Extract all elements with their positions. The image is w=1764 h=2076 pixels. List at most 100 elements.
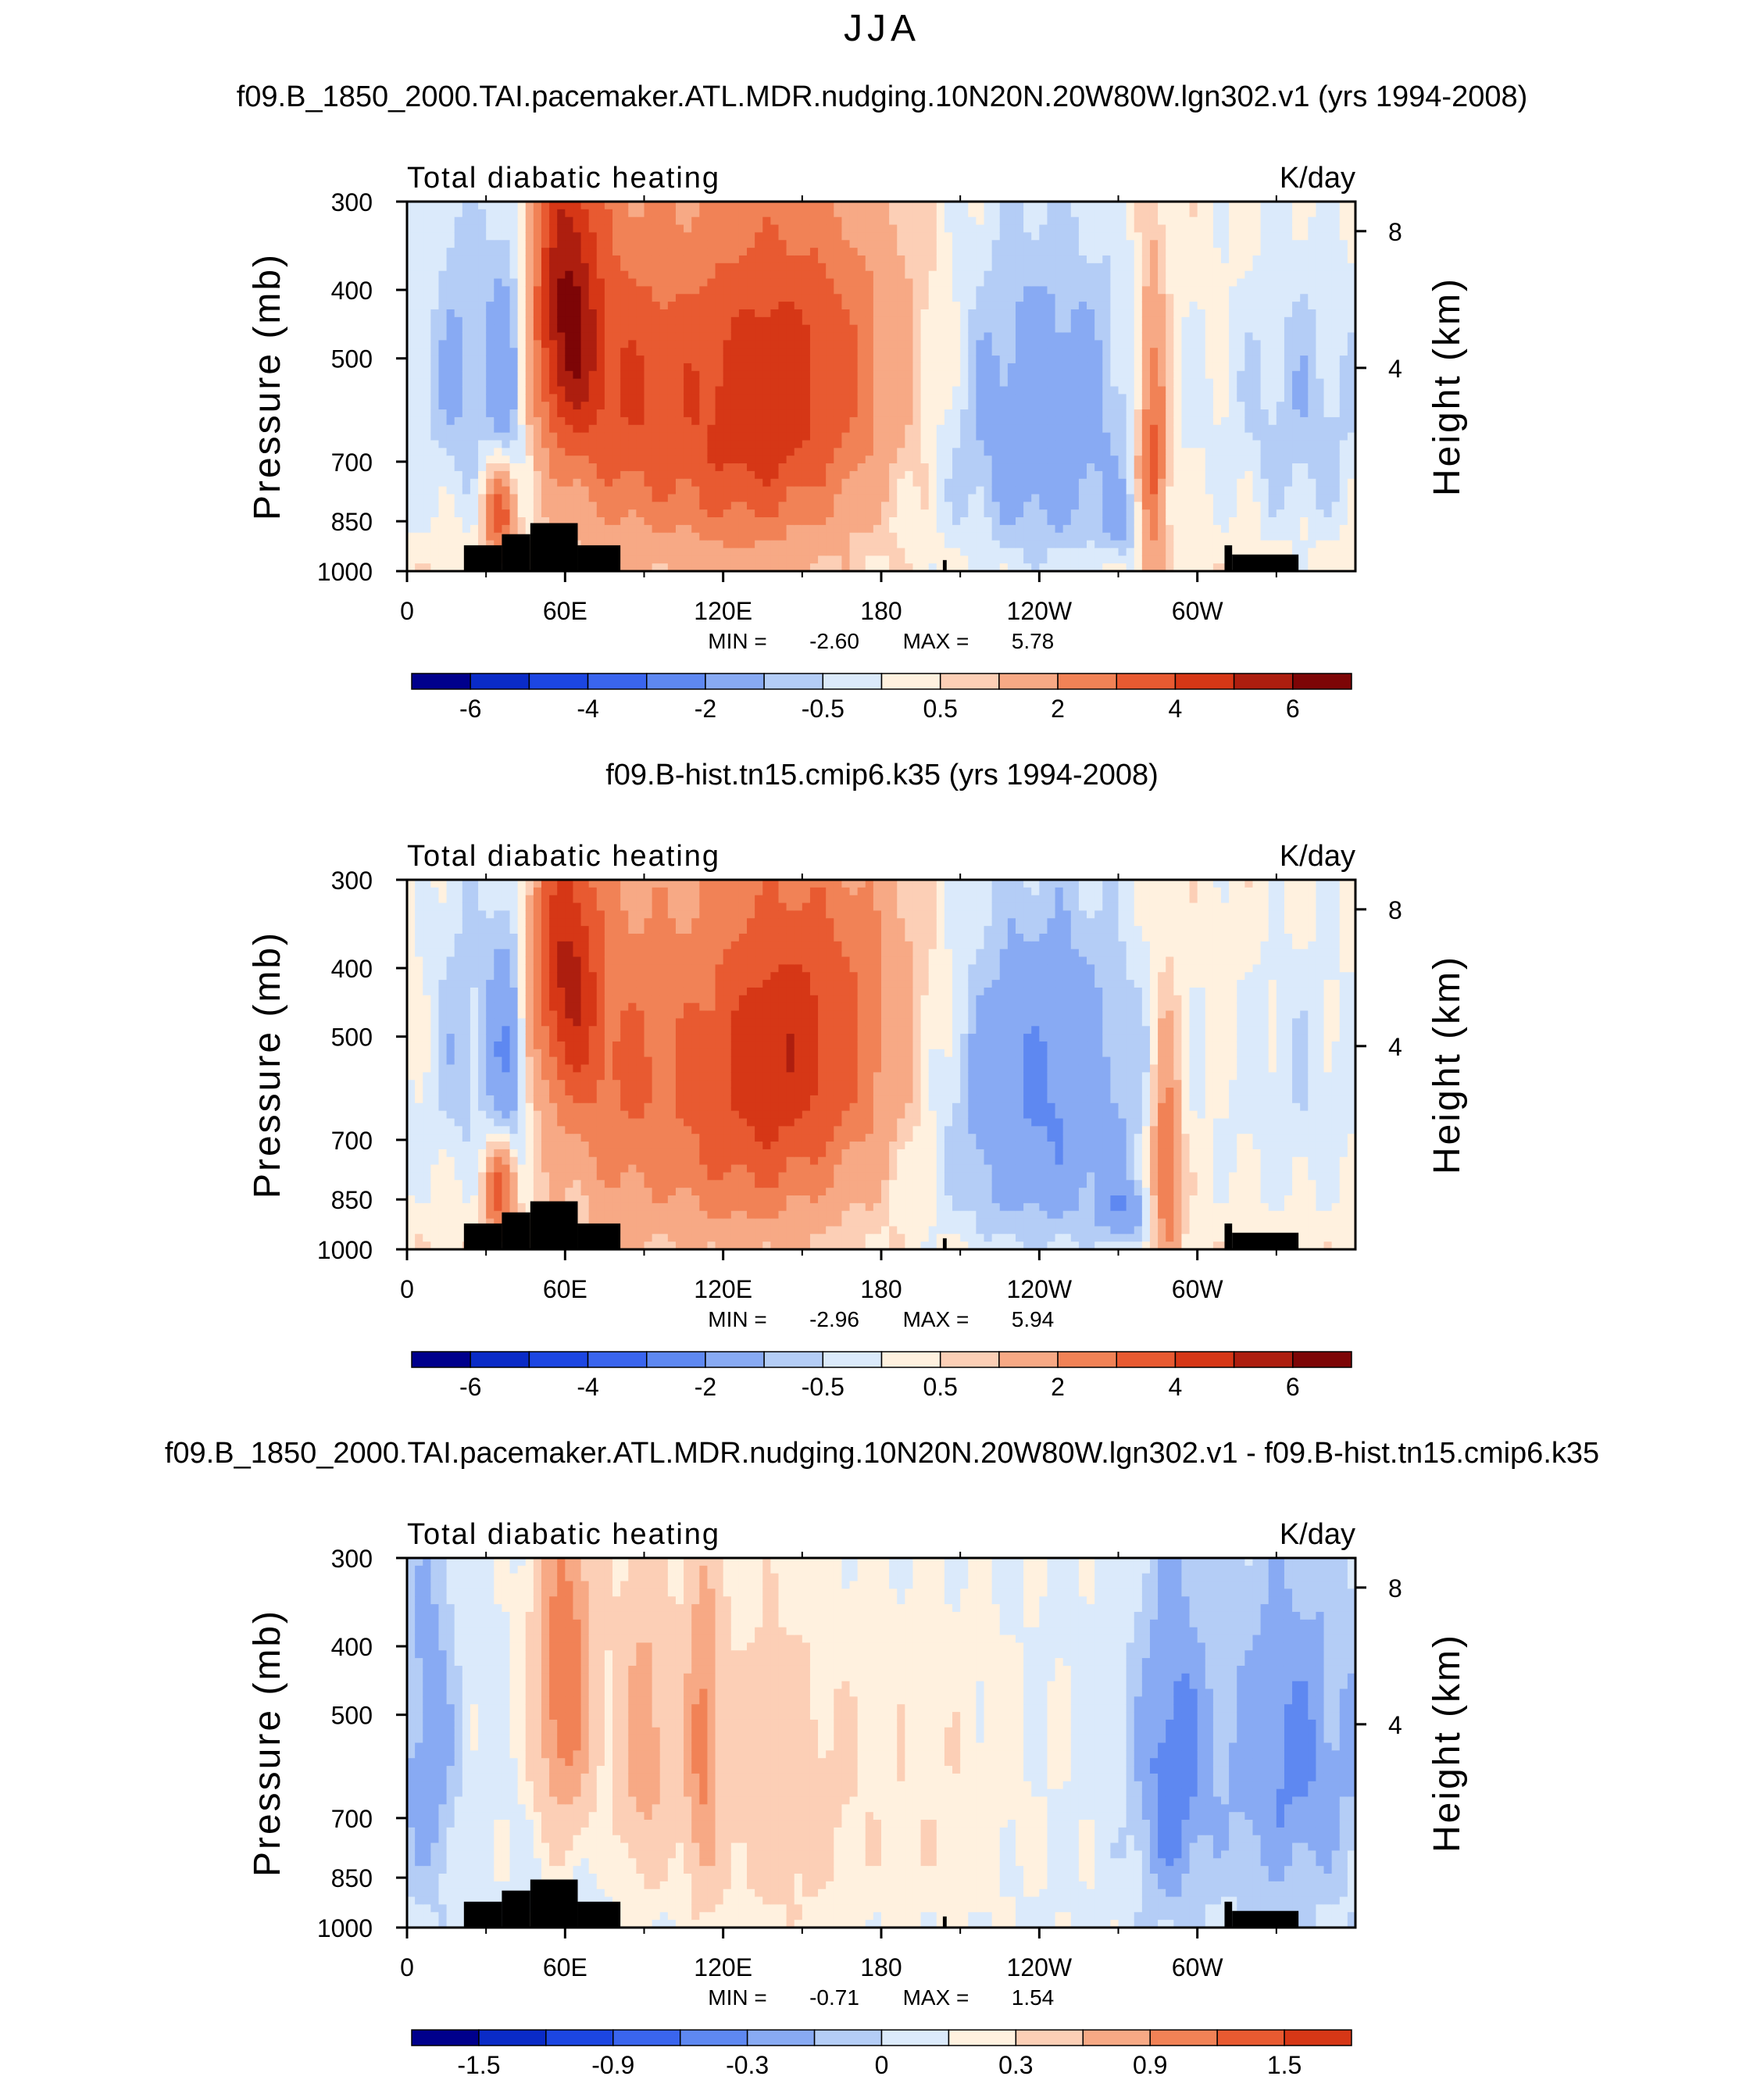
heatmap-cell [1118, 270, 1127, 280]
heatmap-cell [841, 402, 851, 410]
heatmap-cell [881, 278, 890, 287]
heatmap-cell [778, 286, 787, 295]
heatmap-cell [699, 216, 709, 226]
heatmap-cell [1221, 278, 1230, 287]
heatmap-cell [462, 486, 471, 495]
heatmap-cell [723, 502, 732, 510]
heatmap-cell [857, 270, 866, 280]
heatmap-cell [834, 517, 843, 526]
heatmap-cell [1189, 440, 1198, 448]
heatmap-cell [818, 255, 827, 264]
heatmap-cell [1055, 563, 1064, 571]
heatmap-cell [1102, 470, 1111, 480]
heatmap-cell [604, 409, 613, 418]
heatmap-cell [1102, 232, 1111, 241]
heatmap-cell [952, 556, 961, 564]
heatmap-cell [1212, 486, 1222, 495]
heatmap-cell [525, 348, 534, 356]
heatmap-cell [620, 248, 629, 256]
heatmap-cell [438, 248, 448, 256]
heatmap-cell [462, 424, 471, 434]
heatmap-cell [968, 232, 977, 241]
heatmap-cell [999, 486, 1009, 495]
heatmap-cell [533, 402, 542, 410]
heatmap-cell [1212, 494, 1222, 502]
heatmap-cell [873, 563, 882, 571]
heatmap-cell [478, 324, 487, 334]
heatmap-cell [857, 409, 866, 418]
heatmap-cell [841, 202, 851, 210]
heatmap-cell [1087, 409, 1095, 418]
heatmap-cell [667, 463, 677, 472]
heatmap-cell [1189, 378, 1198, 388]
heatmap-cell [834, 548, 843, 556]
heatmap-cell [786, 209, 795, 218]
heatmap-cell [794, 348, 803, 356]
heatmap-cell [984, 348, 993, 356]
heatmap-cell [549, 424, 558, 434]
heatmap-cell [865, 432, 874, 441]
heatmap-cell [691, 424, 700, 434]
heatmap-cell [905, 532, 914, 541]
heatmap-cell [1102, 494, 1111, 502]
heatmap-cell [533, 232, 542, 241]
heatmap-cell [730, 294, 740, 302]
heatmap-cell [715, 332, 724, 341]
heatmap-cell [912, 356, 922, 364]
heatmap-cell [1078, 202, 1087, 210]
heatmap-cell [1134, 494, 1143, 502]
heatmap-cell [770, 432, 780, 441]
heatmap-cell [1134, 255, 1143, 264]
heatmap-cell [604, 340, 613, 348]
heatmap-cell [818, 348, 827, 356]
heatmap-cell [1141, 416, 1151, 426]
heatmap-cell [715, 232, 724, 241]
heatmap-cell [991, 294, 1001, 302]
heatmap-cell [1141, 394, 1151, 402]
heatmap-cell [502, 463, 511, 472]
heatmap-cell [470, 416, 479, 426]
heatmap-cell [730, 248, 740, 256]
heatmap-cell [1221, 302, 1230, 310]
heatmap-cell [470, 209, 479, 218]
heatmap-cell [541, 356, 550, 364]
heatmap-cell [1205, 502, 1214, 510]
heatmap-cell [897, 524, 905, 534]
heatmap-cell [1126, 370, 1135, 380]
heatmap-cell [1158, 316, 1166, 326]
heatmap-cell [580, 456, 590, 464]
heatmap-cell [1102, 316, 1111, 326]
heatmap-cell [984, 532, 993, 541]
heatmap-cell [889, 309, 898, 318]
heatmap-cell [873, 463, 882, 472]
heatmap-cell [1023, 378, 1032, 388]
heatmap-cell [1126, 302, 1135, 310]
heatmap-cell [423, 517, 431, 526]
heatmap-cell [1189, 494, 1198, 502]
heatmap-cell [944, 424, 953, 434]
heatmap-cell [873, 309, 882, 318]
heatmap-cell [652, 370, 661, 380]
heatmap-cell [889, 255, 898, 264]
heatmap-cell [1055, 409, 1064, 418]
heatmap-cell [699, 324, 709, 334]
heatmap-cell [659, 263, 669, 272]
heatmap-cell [1015, 286, 1024, 295]
heatmap-cell [438, 486, 448, 495]
heatmap-cell [1173, 324, 1183, 334]
heatmap-cell [573, 394, 582, 402]
heatmap-cell [573, 216, 582, 226]
heatmap-cell [1047, 448, 1056, 456]
heatmap-cell [596, 409, 605, 418]
heatmap-cell [897, 209, 905, 218]
heatmap-cell [770, 309, 780, 318]
heatmap-cell [565, 470, 574, 480]
heatmap-cell [999, 556, 1009, 564]
heatmap-cell [1149, 324, 1159, 334]
heatmap-cell [620, 209, 629, 218]
heatmap-cell [691, 463, 700, 472]
heatmap-cell [730, 432, 740, 441]
heatmap-cell [1141, 463, 1151, 472]
heatmap-cell [502, 524, 511, 534]
heatmap-cell [667, 202, 677, 210]
